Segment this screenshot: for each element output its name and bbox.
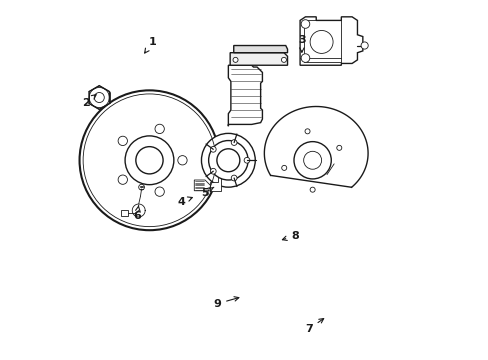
Text: 2: 2	[81, 95, 96, 108]
Circle shape	[281, 57, 286, 62]
Circle shape	[309, 187, 314, 192]
Circle shape	[118, 175, 127, 184]
Text: 7: 7	[305, 319, 323, 334]
Circle shape	[309, 31, 332, 53]
Circle shape	[136, 147, 163, 174]
Polygon shape	[121, 211, 128, 216]
Circle shape	[217, 149, 239, 172]
Polygon shape	[89, 86, 109, 109]
Polygon shape	[194, 180, 210, 191]
Text: 3: 3	[298, 35, 305, 52]
Circle shape	[80, 90, 219, 230]
Circle shape	[208, 140, 247, 180]
Circle shape	[303, 151, 321, 169]
Circle shape	[360, 42, 367, 49]
Circle shape	[155, 124, 164, 134]
Circle shape	[210, 147, 216, 152]
Polygon shape	[230, 53, 287, 65]
Circle shape	[125, 136, 174, 185]
Polygon shape	[300, 17, 362, 65]
Text: 6: 6	[133, 205, 141, 221]
Circle shape	[178, 156, 187, 165]
Circle shape	[231, 175, 237, 181]
Circle shape	[301, 54, 309, 62]
Circle shape	[244, 157, 249, 163]
Circle shape	[210, 168, 216, 174]
Text: 4: 4	[177, 197, 192, 207]
Polygon shape	[228, 65, 262, 126]
Text: 5: 5	[201, 187, 213, 198]
Circle shape	[118, 136, 127, 145]
Text: 1: 1	[144, 37, 156, 53]
Circle shape	[336, 145, 341, 150]
Circle shape	[155, 187, 164, 196]
Circle shape	[305, 129, 309, 134]
Circle shape	[281, 165, 286, 170]
Circle shape	[301, 20, 309, 28]
Polygon shape	[210, 176, 221, 191]
Text: 9: 9	[213, 297, 238, 309]
Circle shape	[233, 57, 238, 62]
Circle shape	[201, 134, 255, 187]
Polygon shape	[233, 45, 287, 53]
Circle shape	[293, 141, 330, 179]
Text: 8: 8	[282, 231, 298, 240]
Circle shape	[231, 140, 237, 145]
